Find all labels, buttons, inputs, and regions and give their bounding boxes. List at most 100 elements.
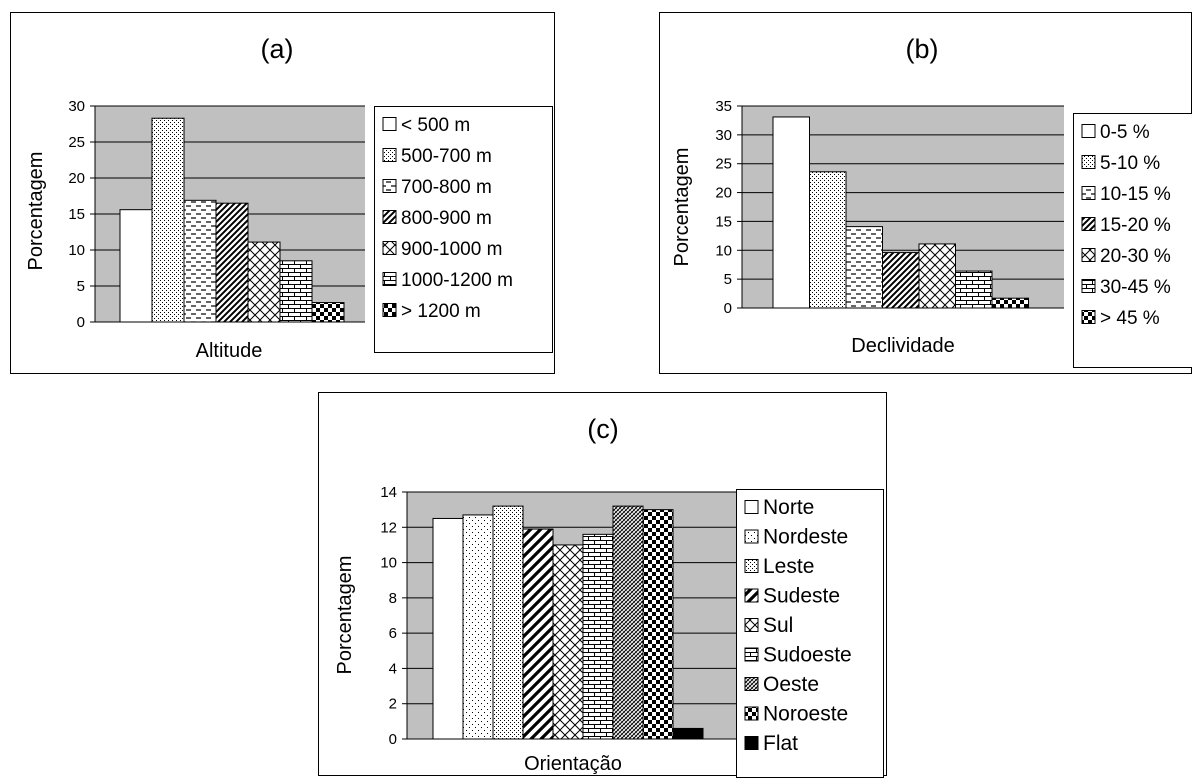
- legend-swatch-3: [1081, 186, 1096, 200]
- legend-swatch-7: [744, 677, 759, 691]
- legend-swatch-1: [382, 117, 397, 131]
- y-axis-label: Porcentagem: [671, 148, 693, 267]
- legend-label-3: 10-15 %: [1100, 184, 1171, 205]
- legend-swatch-8: [744, 706, 759, 721]
- legend-box: [736, 489, 884, 778]
- y-tick-label: 6: [389, 625, 397, 642]
- legend-swatch-7: [1081, 310, 1096, 324]
- legend-label-4: 800-900 m: [401, 208, 492, 229]
- legend-label-7: > 1200 m: [401, 301, 481, 322]
- y-axis-label: Porcentagem: [25, 152, 47, 271]
- chart-title: (c): [587, 414, 618, 444]
- legend-label-2: 5-10 %: [1100, 153, 1160, 174]
- y-tick-label: 4: [389, 660, 397, 677]
- legend-label-1: Norte: [763, 496, 814, 519]
- legend-swatch-5: [1081, 248, 1096, 262]
- bar-9: [672, 727, 704, 740]
- legend-box: [1073, 113, 1192, 368]
- legend: 0-5 % 5-10 % 10-15 % 15-20 % 20-30 % 30-45 % >…: [1073, 113, 1192, 368]
- y-tick-label: 5: [724, 271, 732, 288]
- bar-1: [772, 116, 810, 309]
- y-tick-label: 2: [389, 696, 397, 713]
- bar-2: [151, 117, 185, 323]
- legend-swatch-3: [744, 559, 759, 573]
- legend-label-8: Noroeste: [763, 703, 848, 726]
- y-tick-label: 10: [68, 242, 85, 259]
- bar-2: [462, 514, 494, 740]
- y-tick-label: 0: [389, 731, 397, 748]
- legend-label-4: Sudeste: [763, 585, 840, 608]
- x-axis-label: Altitude: [196, 340, 263, 362]
- legend-label-5: 20-30 %: [1100, 246, 1171, 267]
- bar-5: [247, 241, 281, 323]
- y-tick-label: 35: [715, 98, 732, 115]
- bar-4: [882, 252, 920, 309]
- y-axis-label: Porcentagem: [334, 556, 356, 675]
- legend-swatch-5: [744, 618, 759, 632]
- bar-6: [955, 270, 993, 309]
- legend-label-4: 15-20 %: [1100, 215, 1171, 236]
- legend-swatch-1: [1081, 124, 1096, 138]
- y-tick-label: 10: [715, 242, 732, 259]
- legend-label-5: Sul: [763, 614, 793, 637]
- y-tick-label: 10: [380, 555, 397, 572]
- bar-7: [991, 297, 1029, 309]
- bar-7: [311, 302, 345, 323]
- legend-label-5: 900-1000 m: [401, 239, 502, 260]
- bar-2: [809, 171, 847, 309]
- legend-label-9: Flat: [763, 732, 798, 755]
- legend-label-6: 30-45 %: [1100, 277, 1171, 298]
- legend-box: [374, 106, 553, 353]
- legend-swatch-6: [1081, 279, 1096, 293]
- chart-title: (b): [906, 34, 939, 64]
- legend-swatch-4: [382, 210, 397, 224]
- bar-5: [918, 243, 956, 309]
- legend-label-6: Sudoeste: [763, 644, 852, 667]
- chart-panel-b: (b) 0 5 10 15 20 25 30 35 Porcentagem Declividade 0…: [659, 12, 1192, 374]
- bar-1: [432, 517, 464, 740]
- y-tick-label: 25: [68, 134, 85, 151]
- legend: < 500 m 500-700 m 700-800 m 800-900 m 900-10…: [374, 106, 553, 353]
- y-tick-label: 30: [715, 127, 732, 144]
- legend-label-2: Nordeste: [763, 526, 848, 549]
- legend-swatch-5: [382, 241, 397, 255]
- y-tick-label: 0: [77, 314, 85, 331]
- chart-panel-a: (a) 0 5 10 15 20 25 30 Porcentagem Altitude < 500 …: [10, 12, 555, 374]
- legend-label-6: 1000-1200 m: [401, 270, 513, 291]
- legend-swatch-3: [382, 179, 397, 193]
- bar-4: [522, 528, 554, 740]
- y-tick-label: 15: [68, 206, 85, 223]
- legend-label-1: < 500 m: [401, 115, 470, 136]
- legend-label-7: > 45 %: [1100, 308, 1160, 329]
- y-tick-label: 12: [380, 519, 397, 536]
- bar-6: [279, 260, 313, 323]
- legend-swatch-4: [1081, 217, 1096, 231]
- bar-5: [552, 544, 584, 740]
- bar-3: [492, 505, 524, 740]
- legend-swatch-6: [744, 647, 759, 662]
- chart-title: (a): [261, 34, 294, 64]
- y-tick-label: 0: [724, 300, 732, 317]
- legend-swatch-6: [382, 272, 397, 286]
- legend: Norte Nordeste Leste Sudeste Sul Sudoeste Oest…: [736, 489, 884, 778]
- y-tick-label: 14: [380, 484, 397, 501]
- bar-1: [119, 209, 153, 323]
- legend-label-2: 500-700 m: [401, 146, 492, 167]
- y-tick-label: 20: [68, 170, 85, 187]
- y-tick-label: 5: [77, 278, 85, 295]
- legend-swatch-2: [744, 529, 759, 544]
- legend-swatch-9: [744, 736, 759, 750]
- x-axis-label: Orientação: [524, 753, 622, 775]
- bar-7: [612, 505, 644, 740]
- y-tick-label: 30: [68, 98, 85, 115]
- y-tick-label: 15: [715, 213, 732, 230]
- legend-label-7: Oeste: [763, 673, 819, 696]
- legend-swatch-2: [1081, 155, 1096, 169]
- y-tick-label: 20: [715, 185, 732, 202]
- bar-3: [845, 226, 883, 309]
- bar-4: [215, 202, 249, 323]
- y-tick-label: 25: [715, 156, 732, 173]
- legend-swatch-1: [744, 500, 759, 514]
- legend-label-1: 0-5 %: [1100, 122, 1150, 143]
